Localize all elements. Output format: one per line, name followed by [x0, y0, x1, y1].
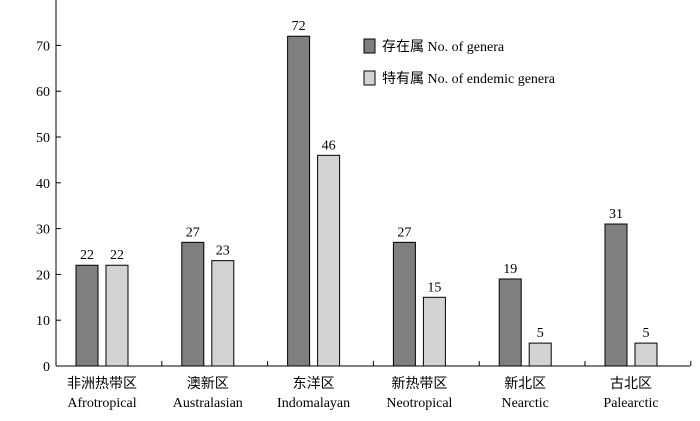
data-label: 22 — [80, 248, 94, 263]
data-labels: 22 22 27 23 72 46 27 15 19 5 31 5 — [80, 19, 650, 341]
legend: 存在属 No. of genera 特有属 No. of endemic gene… — [363, 38, 556, 87]
x-tick-label-en: Nearctic — [501, 396, 548, 411]
axes: 0 10 20 30 40 50 60 70 — [36, 0, 692, 375]
bar-genera-nearctic — [498, 278, 522, 367]
bar-genera-indomalayan — [287, 35, 311, 367]
y-tick-label: 40 — [36, 177, 50, 192]
y-tick-label: 10 — [36, 314, 50, 329]
data-label: 22 — [110, 248, 124, 263]
x-tick-labels: 非洲热带区 Afrotropical 澳新区 Australasian 东洋区 Indom… — [67, 376, 659, 411]
data-label: 5 — [643, 326, 650, 341]
data-label: 46 — [322, 138, 336, 153]
x-tick-label-en: Afrotropical — [67, 396, 136, 411]
bars — [75, 35, 658, 367]
y-tick-label: 0 — [43, 360, 50, 375]
x-tick-label-zh: 新热带区 — [391, 376, 447, 392]
y-tick-label: 30 — [36, 223, 50, 238]
bar-genera-palearctic — [604, 223, 628, 367]
legend-label-genera: 存在属 No. of genera — [382, 39, 505, 55]
data-label: 19 — [503, 262, 517, 277]
x-tick-label-zh: 非洲热带区 — [67, 376, 137, 392]
data-label: 23 — [216, 244, 230, 259]
y-tick-label: 70 — [36, 39, 50, 54]
legend-swatch-endemic — [363, 70, 376, 86]
data-label: 5 — [537, 326, 544, 341]
legend-swatch-genera — [363, 38, 376, 54]
bar-endemic-palearctic — [634, 342, 658, 367]
x-tick-label-en: Australasian — [173, 396, 243, 411]
x-tick-label-en: Indomalayan — [277, 396, 350, 411]
data-label: 27 — [397, 225, 411, 240]
bar-genera-neotropical — [392, 241, 416, 367]
bar-genera-afrotropical — [75, 264, 99, 367]
y-tick-label: 20 — [36, 268, 50, 283]
x-tick-label-zh: 古北区 — [610, 376, 652, 392]
bar-endemic-indomalayan — [317, 154, 341, 367]
bar-genera-australasian — [181, 241, 205, 367]
legend-label-endemic: 特有属 No. of endemic genera — [382, 71, 556, 87]
x-tick-label-zh: 澳新区 — [187, 376, 229, 392]
bar-endemic-australasian — [211, 260, 235, 367]
x-tick-label-zh: 东洋区 — [293, 376, 335, 392]
y-tick-label: 60 — [36, 85, 50, 100]
bar-endemic-neotropical — [422, 296, 446, 367]
x-tick-label-en: Palearctic — [603, 396, 658, 411]
bar-endemic-nearctic — [528, 342, 552, 367]
data-label: 31 — [609, 207, 623, 222]
bar-endemic-afrotropical — [105, 264, 129, 367]
x-tick-label-zh: 新北区 — [504, 376, 546, 392]
data-label: 72 — [292, 19, 306, 34]
x-tick-label-en: Neotropical — [386, 396, 452, 411]
y-tick-label: 50 — [36, 131, 50, 146]
data-label: 15 — [427, 280, 441, 295]
data-label: 27 — [186, 225, 200, 240]
